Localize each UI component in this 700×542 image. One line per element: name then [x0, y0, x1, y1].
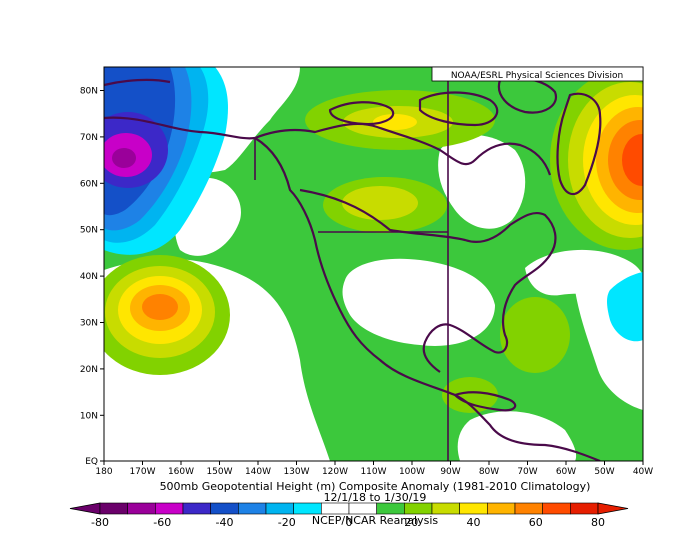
lon-tick-label: 50W	[594, 467, 614, 477]
colorbar-swatch	[542, 502, 571, 515]
lat-tick-label: EQ	[85, 457, 98, 467]
colorbar-swatch	[404, 502, 433, 515]
lon-tick-label: 80W	[479, 467, 499, 477]
colorbar-swatch	[487, 502, 516, 515]
colorbar-label: -20	[278, 516, 296, 529]
colorbar-label: -60	[153, 516, 171, 529]
colorbar-min-arrow	[69, 502, 101, 515]
neutral-area-hudson-bay	[438, 135, 526, 229]
colorbar-label: -40	[216, 516, 234, 529]
positive-anomaly-pacific-core	[142, 294, 178, 320]
greenland-coast	[556, 92, 602, 196]
chart-title: 500mb Geopotential Height (m) Composite …	[160, 480, 591, 493]
colorbar-swatch	[265, 502, 294, 515]
neutral-area-southern-us	[342, 258, 495, 346]
lat-tick-label: 80N	[80, 87, 98, 97]
latitude-axis: 80N 70N 60N 50N 40N 30N 20N 10N EQ	[80, 87, 104, 467]
lat-tick-label: 30N	[80, 319, 98, 329]
colorbar-label: 60	[529, 516, 543, 529]
source-label: NCEP/NCAR Reanalysis	[312, 514, 438, 527]
lon-tick-label: 150W	[206, 467, 232, 477]
colorbar-swatch	[127, 502, 156, 515]
colorbar-swatch	[182, 502, 211, 515]
lon-tick-label: 130W	[283, 467, 309, 477]
date-range: 12/1/18 to 1/30/19	[324, 491, 427, 504]
lon-tick-label: 100W	[399, 467, 425, 477]
positive-anomaly-greenland-core	[622, 134, 643, 186]
lat-tick-label: 40N	[80, 272, 98, 282]
positive-anomaly-caribbean	[442, 377, 498, 413]
credit-box	[431, 66, 644, 82]
lat-tick-label: 70N	[80, 133, 98, 143]
colorbar-max-arrow	[597, 502, 629, 515]
lon-tick-label: 120W	[322, 467, 348, 477]
arctic-islands-2	[328, 101, 395, 126]
colorbar-swatch	[459, 502, 488, 515]
negative-anomaly-atlantic	[607, 272, 643, 342]
pacific-coastline	[104, 116, 601, 461]
lon-tick-label: 60W	[556, 467, 576, 477]
colorbar-swatch	[155, 502, 184, 515]
colorbar: -80 -60 -40 -20 0 20 40 60 80	[69, 502, 629, 529]
coastlines	[104, 76, 602, 461]
lon-tick-label: 40W	[633, 467, 653, 477]
lon-tick-label: 70W	[517, 467, 537, 477]
lat-tick-label: 10N	[80, 411, 98, 421]
lon-tick-label: 140W	[245, 467, 271, 477]
colorbar-swatch	[348, 502, 377, 515]
lon-tick-label: 180	[95, 467, 112, 477]
colorbar-label: 80	[591, 516, 605, 529]
lat-tick-label: 20N	[80, 365, 98, 375]
colorbar-label: 40	[467, 516, 481, 529]
lon-tick-label: 90W	[440, 467, 460, 477]
siberia-coast	[104, 78, 171, 87]
colorbar-swatch	[210, 502, 239, 515]
colorbar-label: 0	[346, 516, 353, 529]
positive-anomaly-prairies-core	[342, 186, 418, 220]
lat-tick-label: 50N	[80, 226, 98, 236]
caribbean-islands	[453, 391, 517, 412]
lat-tick-label: 60N	[80, 179, 98, 189]
colorbar-swatch	[431, 502, 460, 515]
arctic-coastline	[254, 122, 552, 176]
credit-label: NOAA/ESRL Physical Sciences Division	[451, 71, 623, 81]
east-coastline	[299, 188, 557, 373]
arctic-islands-1	[418, 91, 499, 127]
colorbar-swatch	[514, 502, 543, 515]
anomaly-field	[104, 67, 643, 461]
colorbar-swatch	[99, 502, 128, 515]
colorbar-label: -80	[91, 516, 109, 529]
lon-tick-label: 110W	[360, 467, 386, 477]
political-boundaries	[254, 67, 449, 461]
colorbar-swatch	[376, 502, 405, 515]
colorbar-swatch	[570, 502, 599, 515]
positive-anomaly-sw-atlantic	[500, 297, 570, 373]
longitude-axis: 180 170W 160W 150W 140W 130W 120W 110W 100W 90W 80…	[95, 461, 653, 477]
lon-tick-label: 170W	[129, 467, 155, 477]
positive-anomaly-arctic-core	[373, 114, 417, 130]
negative-anomaly-core	[112, 148, 136, 168]
colorbar-swatch	[293, 502, 322, 515]
colorbar-swatch	[238, 502, 267, 515]
lon-tick-label: 160W	[168, 467, 194, 477]
colorbar-label: 20	[404, 516, 418, 529]
colorbar-swatch	[321, 502, 350, 515]
